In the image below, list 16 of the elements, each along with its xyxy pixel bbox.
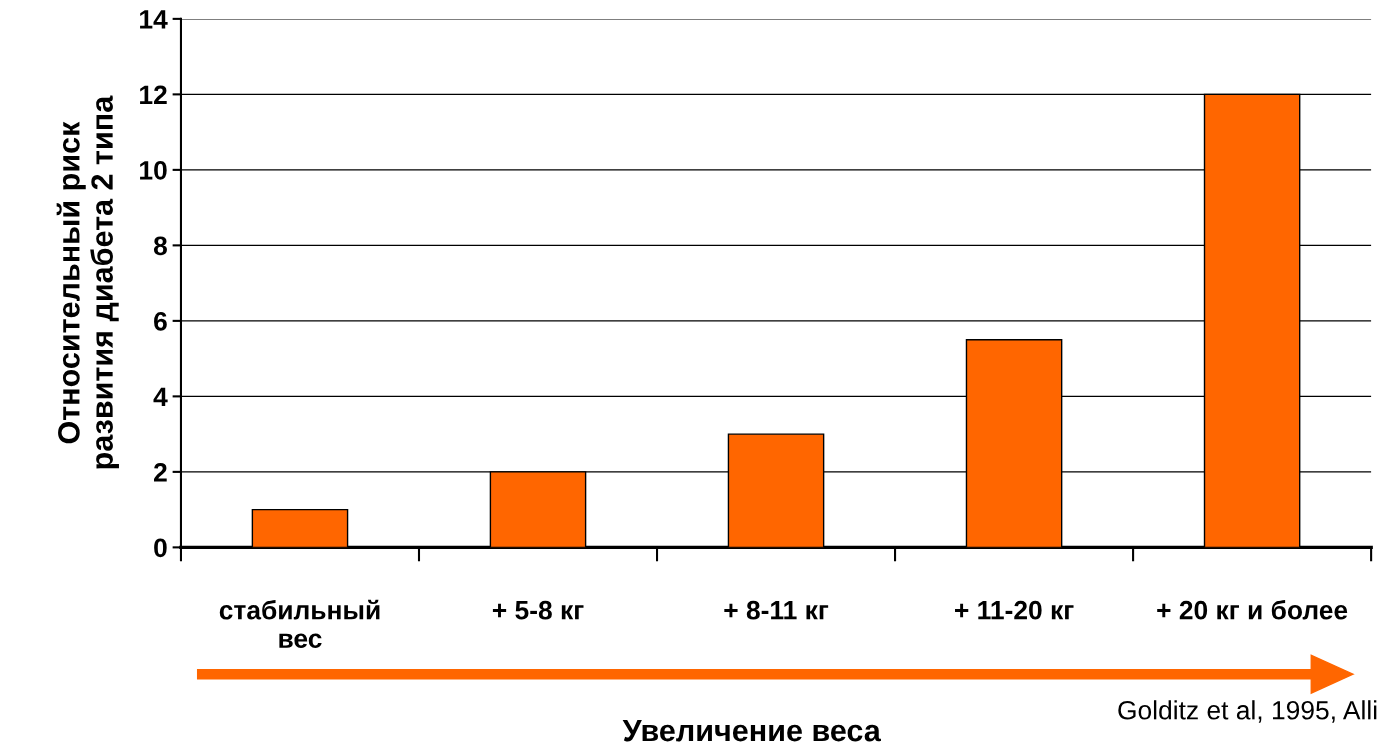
y-tick-label: 0 [154,538,167,558]
y-tick-label: 10 [140,161,167,180]
y-tick-label: 4 [153,387,168,406]
y-tick-label: 2 [154,463,167,482]
x-axis-title: Увеличение веса [622,720,881,742]
x-tick-label: + 5-8 кг [492,600,584,620]
y-tick-label: 6 [154,312,167,331]
text: Golditz et al, 1995, Alli [1118,700,1377,723]
x-tick-label: + 20 кг и более [1157,599,1348,620]
y-tick-label: 14 [140,10,168,29]
y-tick-label: 12 [140,85,167,104]
y-tick-label: 8 [153,236,167,256]
x-tick-label: + 8-11 кг [724,600,829,620]
x-tick-label: + 11-20 кг [955,600,1074,620]
x-tick-label: стабильный вес [219,599,380,648]
y-axis-title: Относительный риск развития диабета 2 типа [56,95,119,469]
